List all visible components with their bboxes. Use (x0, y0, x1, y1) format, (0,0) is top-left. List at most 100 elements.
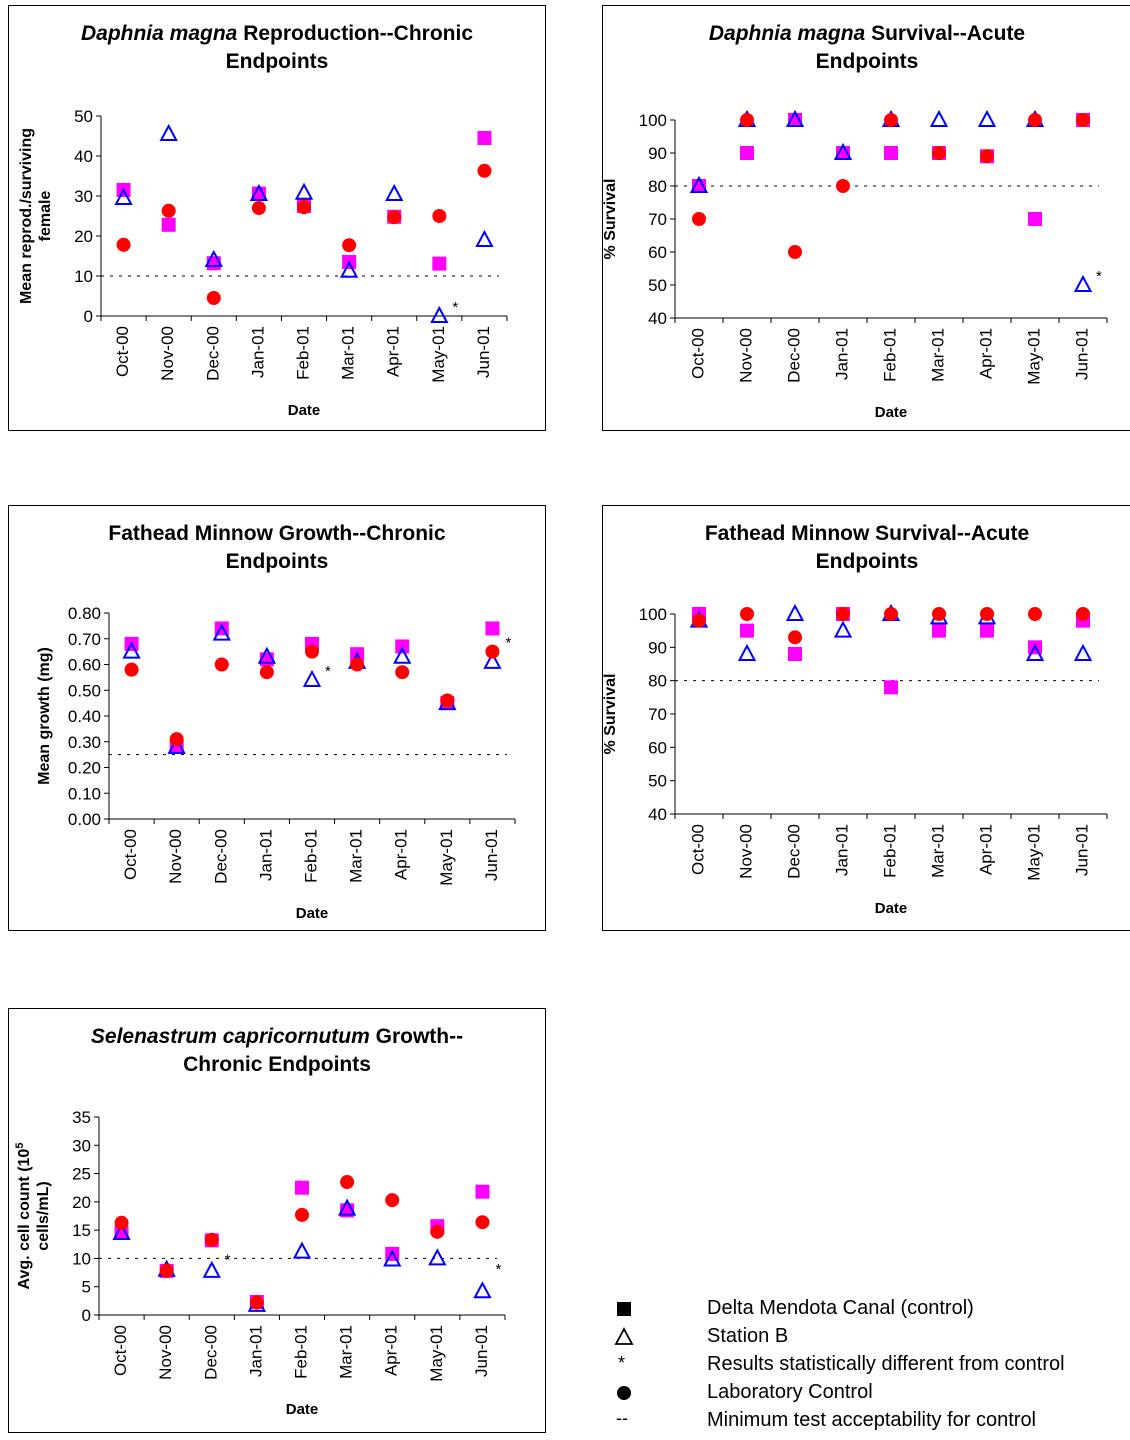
legend-label: Results statistically different from con… (707, 1353, 1065, 1375)
data-point-triangle (833, 142, 853, 160)
data-point-triangle (212, 623, 231, 641)
x-tick-label: Jun-01 (1072, 824, 1091, 876)
data-point-circle (884, 607, 898, 621)
data-point-square (295, 1180, 309, 1195)
chart-title: Daphnia magna Survival--Acute Endpoints (603, 20, 1130, 76)
data-point-square (740, 623, 754, 638)
data-point-square (432, 256, 447, 271)
chart-title-part-1: Fathead Minnow Growth--Chronic (108, 522, 446, 545)
data-point-triangle (1025, 643, 1045, 661)
x-tick-label: Mar-01 (339, 326, 358, 380)
legend-item-lab-control: Laboratory Control (612, 1379, 1122, 1407)
data-point-triangle (785, 109, 805, 127)
data-point-circle (980, 607, 994, 621)
y-tick-label: 25 (72, 1165, 91, 1184)
legend-label: Station B (707, 1325, 789, 1347)
data-point-circle (692, 212, 706, 226)
dash-icon: -- (616, 1408, 628, 1428)
y-tick-label: 0.10 (68, 784, 101, 803)
data-point-triangle (257, 646, 277, 664)
data-point-circle (485, 644, 500, 659)
significance-asterisk: * (495, 1261, 501, 1278)
significance-asterisk: * (225, 1252, 231, 1269)
data-point-circle (297, 200, 311, 215)
chart-title-line-2: Endpoints (815, 550, 919, 573)
x-axis-label: Date (288, 402, 321, 419)
chart-panel-selenastrum-growth: Selenastrum capricornutum Growth-- Chron… (8, 1008, 546, 1433)
x-tick-label: Jan-01 (246, 1325, 265, 1377)
data-point-circle (350, 657, 365, 672)
x-tick-label: May-01 (1024, 328, 1043, 385)
x-tick-label: Apr-01 (382, 1325, 401, 1376)
data-point-square (161, 217, 176, 232)
chart-svg: 40 50 60 70 80 90 100 Oct-00 Nov-00 Dec-00 Jan-01 F… (603, 603, 1108, 917)
x-tick-label: Jun-01 (1072, 328, 1091, 380)
legend-label: Delta Mendota Canal (control) (707, 1297, 974, 1319)
data-point-triangle (785, 603, 805, 621)
chart-panel-minnow-growth: Fathead Minnow Growth--Chronic Endpoints… (8, 505, 546, 931)
x-tick-label: Nov-00 (166, 829, 185, 884)
y-tick-label: 0.80 (68, 604, 101, 623)
x-tick-label: Apr-01 (384, 326, 403, 377)
x-tick-label: May-01 (1024, 824, 1043, 881)
data-point-circle (440, 693, 455, 708)
x-tick-label: May-01 (427, 1325, 446, 1382)
data-point-circle (114, 1215, 129, 1230)
data-point-triangle (114, 187, 133, 205)
x-tick-label: Dec-00 (201, 1325, 220, 1380)
data-point-circle (251, 201, 266, 215)
data-point-square (980, 623, 994, 638)
data-point-triangle (292, 1241, 312, 1259)
chart-panel-daphnia-reproduction: Daphnia magna Reproduction--Chronic Endp… (8, 5, 546, 431)
y-tick-label: 80 (648, 177, 667, 196)
x-tick-label: Apr-01 (976, 328, 995, 379)
y-axis-label: % Survival (603, 674, 619, 755)
y-tick-label: 15 (72, 1221, 91, 1240)
significance-asterisk: * (325, 663, 331, 680)
x-tick-label: Mar-01 (928, 824, 947, 878)
x-tick-label: Jun-01 (472, 1325, 491, 1377)
significance-asterisk: * (1096, 268, 1102, 285)
x-tick-label: Jan-01 (832, 824, 851, 876)
data-point-triangle (167, 736, 186, 754)
data-point-circle (1076, 607, 1090, 621)
legend-item-delta-mendota: Delta Mendota Canal (control) (612, 1295, 1122, 1323)
x-tick-label: Dec-00 (784, 824, 803, 879)
y-tick-label: 40 (74, 147, 93, 166)
y-tick-label: 20 (72, 1193, 91, 1212)
y-tick-label: 100 (639, 605, 667, 624)
chart-title: Fathead Minnow Survival--Acute Endpoints (603, 520, 1130, 576)
legend-item-station-b: Station B (612, 1323, 1122, 1351)
x-tick-label: Oct-00 (121, 829, 140, 880)
x-axis-label: Date (875, 404, 908, 421)
data-point-square (475, 1184, 490, 1199)
chart-title-line-2: Endpoints (225, 50, 329, 73)
data-point-circle (884, 113, 898, 127)
data-point-triangle (159, 123, 178, 141)
data-point-circle (342, 238, 357, 253)
chart-svg: 0 5 10 15 20 25 30 35 Oct-00 Nov-00 Dec-00 Jan-01 Fe… (14, 1108, 506, 1418)
y-tick-label: 10 (74, 267, 93, 286)
chart-title-part-1: Selenastrum capricornutum (90, 1025, 370, 1048)
data-point-square (395, 639, 410, 654)
black-square-icon (617, 1302, 631, 1316)
data-point-circle (159, 1263, 174, 1278)
y-tick-label: 20 (74, 227, 93, 246)
data-point-square (485, 621, 500, 636)
data-point-circle (169, 732, 184, 747)
x-tick-label: Nov-00 (156, 1325, 175, 1380)
chart-panel-daphnia-survival: Daphnia magna Survival--Acute Endpoints … (602, 5, 1130, 431)
data-point-triangle (929, 109, 949, 127)
chart-title-part-2: Survival--Acute (865, 22, 1026, 45)
x-tick-label: Dec-00 (203, 326, 222, 381)
black-circle-icon (617, 1386, 631, 1400)
data-point-circle (932, 607, 946, 621)
y-tick-label: 60 (648, 243, 667, 262)
x-tick-label: Apr-01 (392, 829, 411, 880)
x-tick-label: Nov-00 (736, 824, 755, 879)
data-point-circle (204, 1232, 219, 1247)
y-axis-label: Mean reprod./surviving (18, 128, 35, 304)
data-point-circle (1076, 113, 1090, 127)
chart-title: Fathead Minnow Growth--Chronic Endpoints (9, 520, 545, 576)
data-point-triangle (112, 1222, 131, 1240)
